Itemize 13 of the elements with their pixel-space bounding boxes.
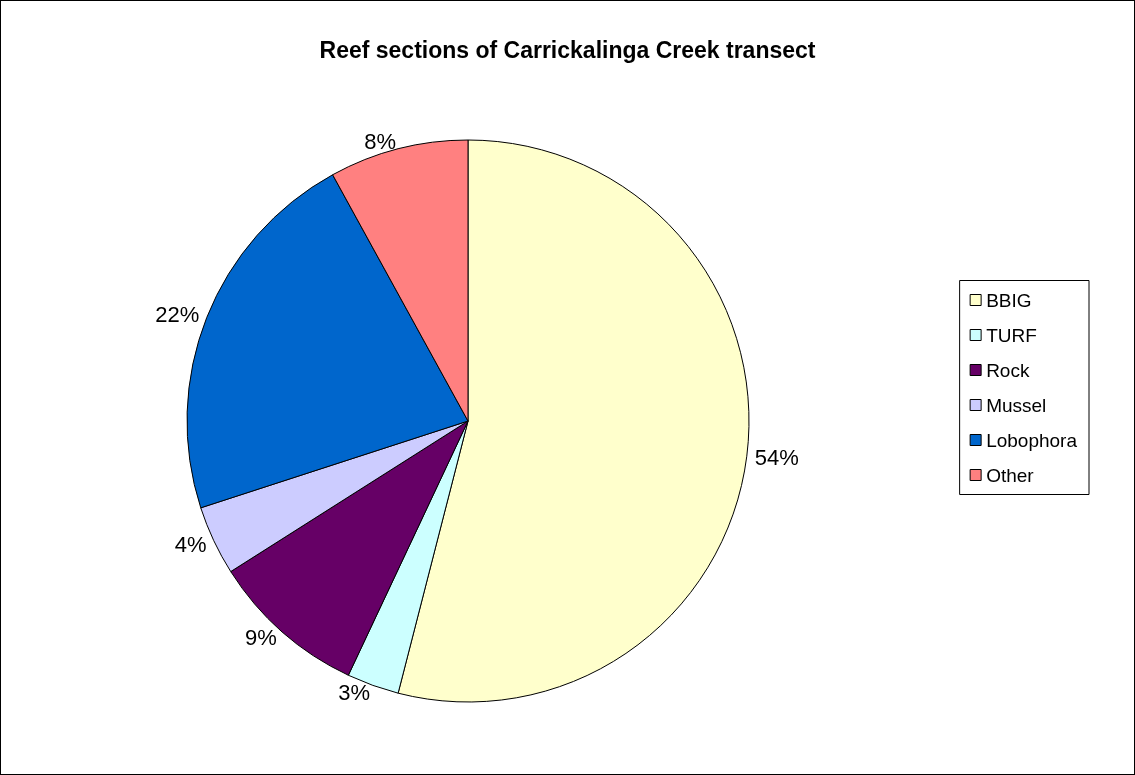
data-label: 3% xyxy=(338,680,371,706)
legend-label: Other xyxy=(986,464,1035,486)
legend-label: Rock xyxy=(986,359,1030,381)
legend-label: TURF xyxy=(986,324,1037,346)
legend-label: Mussel xyxy=(986,394,1047,416)
chart-title: Reef sections of Carrickalinga Creek transect xyxy=(319,36,816,63)
data-label: 22% xyxy=(155,302,200,328)
data-label: 9% xyxy=(245,625,277,651)
data-label: 4% xyxy=(174,531,207,557)
legend-label: BBIG xyxy=(986,289,1032,311)
data-label: 54% xyxy=(754,444,799,470)
legend-label: Lobophora xyxy=(986,429,1078,451)
data-label: 8% xyxy=(364,128,397,154)
